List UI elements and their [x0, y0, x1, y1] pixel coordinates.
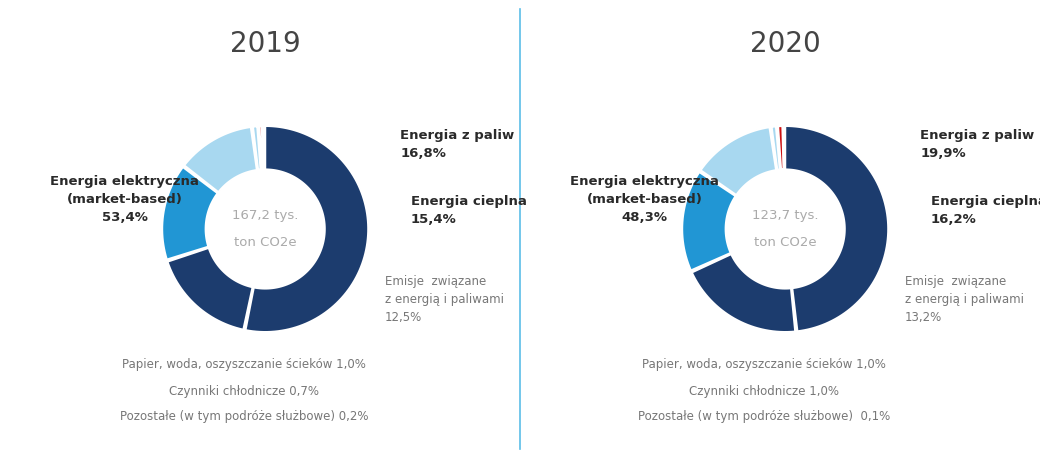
Text: 2020: 2020 [750, 30, 821, 58]
Text: Energia cieplna
15,4%: Energia cieplna 15,4% [411, 195, 526, 226]
Polygon shape [682, 172, 735, 271]
Text: Papier, woda, oszyszczanie ścieków 1,0%: Papier, woda, oszyszczanie ścieków 1,0% [123, 358, 366, 371]
Polygon shape [167, 248, 253, 330]
Polygon shape [253, 126, 261, 170]
Text: Emisje  związane
z energią i paliwami
12,5%: Emisje związane z energią i paliwami 12,… [385, 276, 503, 324]
Text: Energia z paliw
16,8%: Energia z paliw 16,8% [400, 129, 515, 160]
Polygon shape [263, 126, 264, 169]
Polygon shape [162, 167, 217, 260]
Polygon shape [785, 126, 888, 331]
Text: ton CO2e: ton CO2e [234, 236, 296, 249]
Polygon shape [783, 126, 785, 169]
Text: 123,7 tys.: 123,7 tys. [752, 209, 818, 222]
Polygon shape [184, 127, 257, 192]
Polygon shape [245, 126, 368, 332]
Polygon shape [772, 126, 780, 170]
Text: Emisje  związane
z energią i paliwami
13,2%: Emisje związane z energią i paliwami 13,… [905, 276, 1023, 324]
Text: Czynniki chłodnicze 1,0%: Czynniki chłodnicze 1,0% [690, 385, 839, 398]
Text: Czynniki chłodnicze 0,7%: Czynniki chłodnicze 0,7% [170, 385, 319, 398]
Text: Pozostałe (w tym podróże służbowe)  0,1%: Pozostałe (w tym podróże służbowe) 0,1% [639, 410, 890, 423]
Text: 2019: 2019 [230, 30, 301, 58]
Text: ton CO2e: ton CO2e [754, 236, 816, 249]
Polygon shape [259, 126, 263, 169]
Polygon shape [692, 254, 796, 332]
Text: Energia z paliw
19,9%: Energia z paliw 19,9% [920, 129, 1035, 160]
Text: Energia cieplna
16,2%: Energia cieplna 16,2% [931, 195, 1040, 226]
Text: Energia elektryczna
(market-based)
48,3%: Energia elektryczna (market-based) 48,3% [570, 175, 720, 224]
Text: Papier, woda, oszyszczanie ścieków 1,0%: Papier, woda, oszyszczanie ścieków 1,0% [643, 358, 886, 371]
Polygon shape [701, 127, 776, 195]
Polygon shape [778, 126, 783, 169]
Text: Energia elektryczna
(market-based)
53,4%: Energia elektryczna (market-based) 53,4% [50, 175, 200, 224]
Text: Pozostałe (w tym podróże służbowe) 0,2%: Pozostałe (w tym podróże służbowe) 0,2% [121, 410, 368, 423]
Text: 167,2 tys.: 167,2 tys. [232, 209, 298, 222]
